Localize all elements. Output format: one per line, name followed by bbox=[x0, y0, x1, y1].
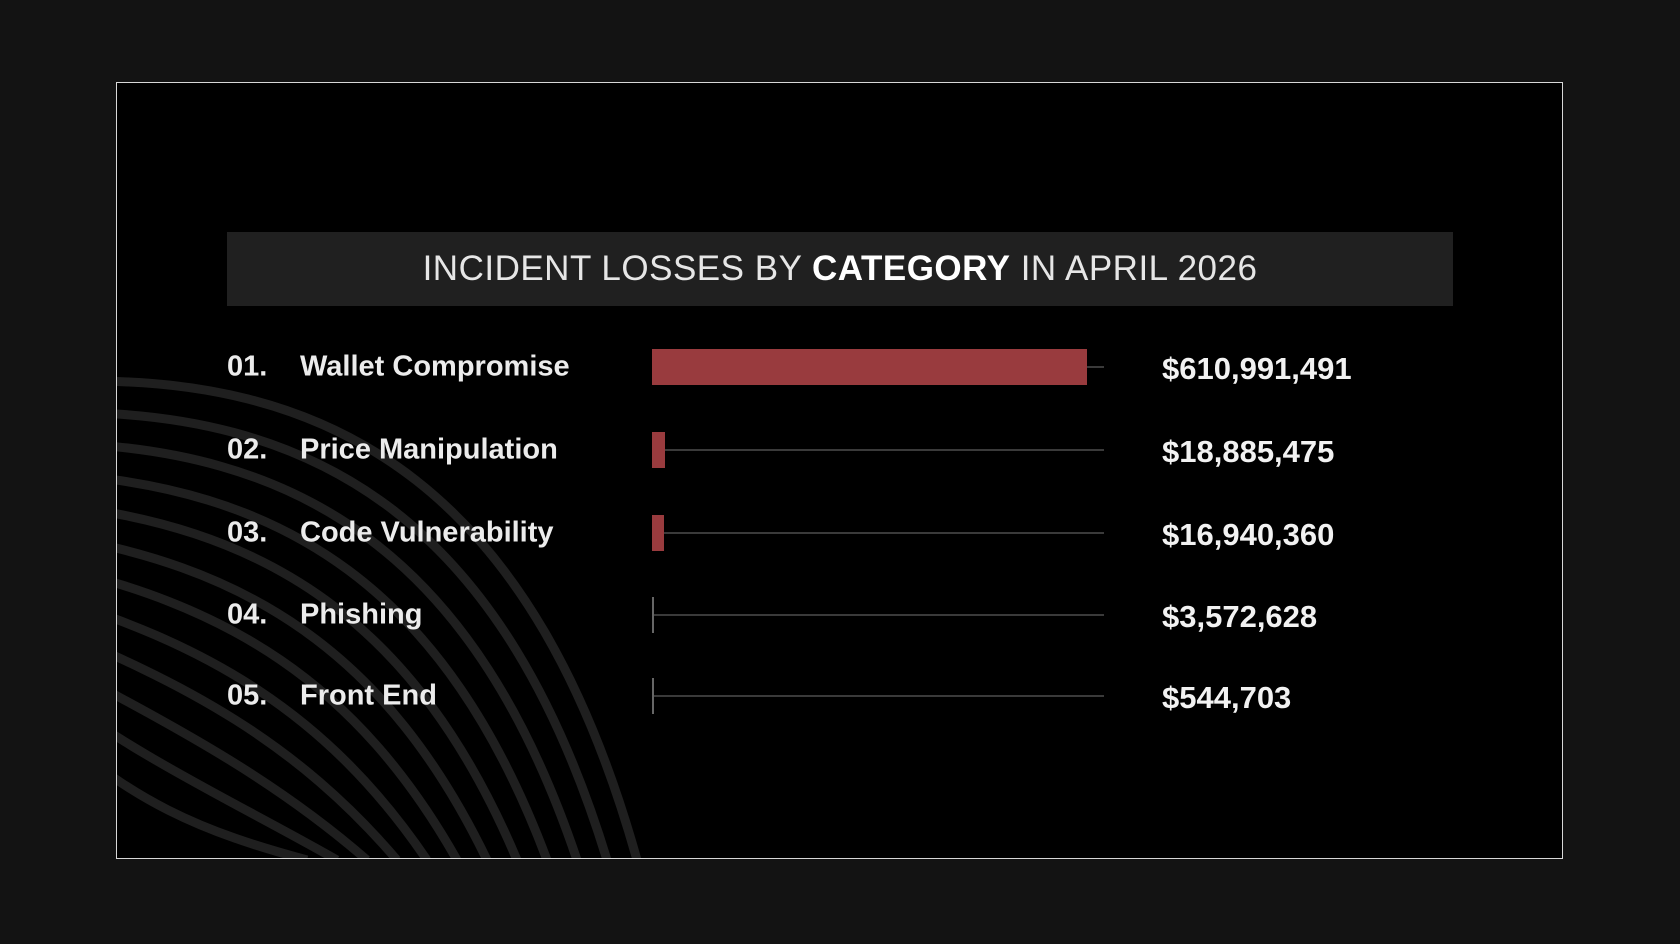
value-label: $18,885,475 bbox=[1162, 434, 1335, 469]
bar bbox=[652, 678, 654, 714]
chart-panel: INCIDENT LOSSES BY CATEGORY IN APRIL 202… bbox=[116, 82, 1563, 859]
bar-track bbox=[652, 532, 1104, 534]
bar-track bbox=[652, 614, 1104, 616]
title-bold: CATEGORY bbox=[812, 249, 1011, 288]
bar-chart: 01. Wallet Compromise $610,991,491 02. Price… bbox=[117, 83, 1562, 858]
category-label: Code Vulnerability bbox=[300, 516, 554, 549]
bar-track bbox=[652, 449, 1104, 451]
rank-label: 01. bbox=[227, 350, 268, 383]
title-suffix: IN APRIL 2026 bbox=[1010, 249, 1258, 288]
title-prefix: INCIDENT LOSSES BY bbox=[422, 249, 813, 288]
category-label: Price Manipulation bbox=[300, 433, 558, 466]
value-label: $610,991,491 bbox=[1162, 351, 1352, 386]
decorative-arcs bbox=[117, 377, 642, 858]
value-label: $544,703 bbox=[1162, 680, 1292, 715]
value-label: $16,940,360 bbox=[1162, 517, 1335, 552]
bar-track bbox=[652, 695, 1104, 697]
category-label: Wallet Compromise bbox=[300, 350, 570, 383]
bar bbox=[652, 432, 666, 468]
category-label: Phishing bbox=[300, 598, 423, 631]
category-label: Front End bbox=[300, 679, 437, 712]
bar bbox=[652, 515, 665, 551]
rank-label: 04. bbox=[227, 598, 268, 631]
chart-title: INCIDENT LOSSES BY CATEGORY IN APRIL 202… bbox=[227, 232, 1453, 306]
rank-label: 05. bbox=[227, 679, 268, 712]
bar bbox=[652, 349, 1087, 385]
bar bbox=[652, 597, 654, 633]
rank-label: 03. bbox=[227, 516, 268, 549]
value-label: $3,572,628 bbox=[1162, 599, 1318, 634]
rank-label: 02. bbox=[227, 433, 268, 466]
